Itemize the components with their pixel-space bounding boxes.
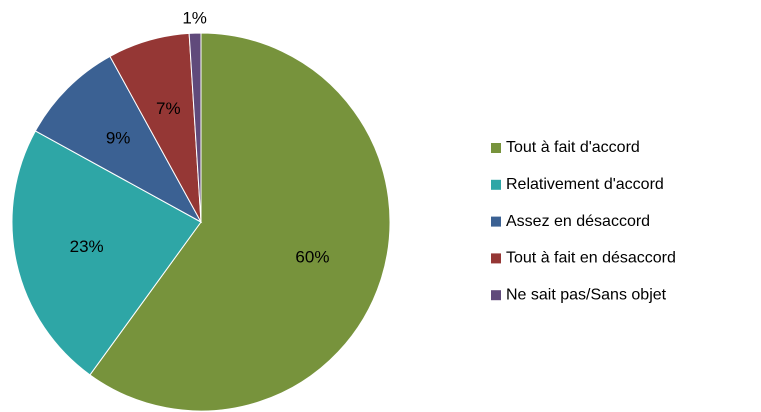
- data-label: 1%: [182, 9, 207, 28]
- pie-slice: [11, 130, 202, 376]
- legend-label: Tout à fait en désaccord: [506, 250, 676, 267]
- legend-label: Tout à fait d'accord: [506, 139, 640, 156]
- pie-slice: [188, 32, 202, 223]
- legend-swatch: [491, 216, 501, 227]
- legend-swatch: [491, 253, 501, 264]
- legend-swatch: [491, 143, 501, 153]
- legend-label: Assez en désaccord: [506, 213, 650, 230]
- data-label: 23%: [70, 237, 104, 256]
- legend-swatch: [491, 179, 501, 190]
- legend-label: Ne sait pas/Sans objet: [506, 286, 667, 303]
- pie-slice: [34, 55, 203, 224]
- data-label: 9%: [106, 129, 131, 148]
- legend-label: Relativement d'accord: [506, 176, 664, 193]
- pie-slice: [89, 32, 391, 412]
- data-label: 60%: [295, 248, 329, 267]
- legend-swatch: [491, 290, 501, 301]
- data-label: 7%: [156, 99, 181, 118]
